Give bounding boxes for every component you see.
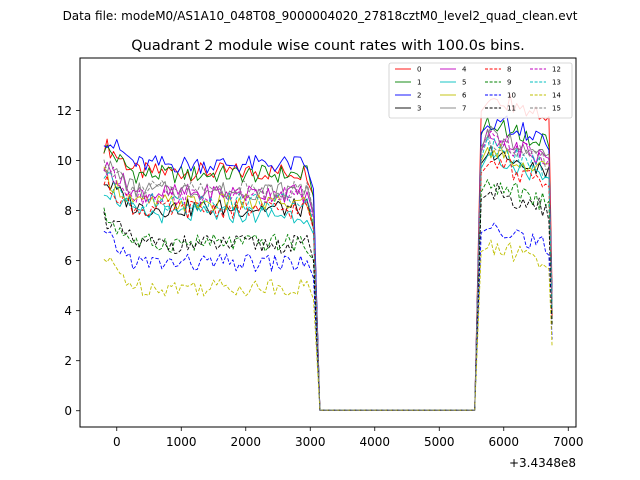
legend-label-8: 8 <box>507 66 511 74</box>
series-2-line <box>103 115 553 411</box>
x-tick-label: 5000 <box>424 435 455 449</box>
legend-label-3: 3 <box>417 105 421 113</box>
x-tick-label: 2000 <box>230 435 261 449</box>
series-10-line <box>103 222 553 411</box>
legend-label-10: 10 <box>507 92 516 100</box>
legend-label-14: 14 <box>552 92 561 100</box>
x-tick-label: 6000 <box>488 435 519 449</box>
y-tick-label: 0 <box>64 404 72 418</box>
x-tick-label: 0 <box>113 435 121 449</box>
legend-label-11: 11 <box>507 105 516 113</box>
chart-title: Quadrant 2 module wise count rates with … <box>131 38 525 54</box>
legend-label-15: 15 <box>552 105 561 113</box>
series-5-line <box>103 152 553 411</box>
series-9-line <box>103 179 553 411</box>
series-12-line <box>103 130 553 411</box>
x-offset-label: +3.4348e8 <box>509 456 576 470</box>
legend-label-6: 6 <box>462 92 467 100</box>
y-tick-label: 2 <box>64 354 72 368</box>
legend-label-2: 2 <box>417 92 421 100</box>
figure-suptitle: Data file: modeM0/AS1A10_048T08_90000040… <box>63 9 578 23</box>
series-7-line <box>103 125 553 411</box>
legend-label-9: 9 <box>507 79 511 87</box>
legend-label-5: 5 <box>462 79 466 87</box>
series-11-line <box>103 183 553 411</box>
x-tick-label: 7000 <box>553 435 584 449</box>
legend-label-13: 13 <box>552 79 561 87</box>
y-tick-label: 12 <box>57 104 72 118</box>
legend-label-12: 12 <box>552 66 561 74</box>
y-tick-label: 8 <box>64 204 72 218</box>
series-15-line <box>103 128 553 411</box>
y-tick-label: 4 <box>64 304 72 318</box>
series-4-line <box>103 128 553 411</box>
y-tick-label: 10 <box>57 154 72 168</box>
plot-frame <box>79 57 577 428</box>
legend-label-7: 7 <box>462 105 466 113</box>
x-tick-label: 3000 <box>295 435 326 449</box>
legend-label-0: 0 <box>417 66 421 74</box>
series-13-line <box>103 136 553 411</box>
x-tick-label: 4000 <box>359 435 390 449</box>
x-tick-label: 1000 <box>166 435 197 449</box>
legend-label-4: 4 <box>462 66 467 74</box>
series-6-line <box>103 143 553 411</box>
legend-label-1: 1 <box>417 79 421 87</box>
legend-frame <box>388 62 573 119</box>
series-14-line <box>103 239 553 411</box>
axis-ticks: 0 1000 2000 3000 4000 5000 6000 7000 0 2 4 6 8 10 12 <box>57 104 584 449</box>
y-tick-label: 6 <box>64 254 72 268</box>
series-layer <box>103 94 553 411</box>
